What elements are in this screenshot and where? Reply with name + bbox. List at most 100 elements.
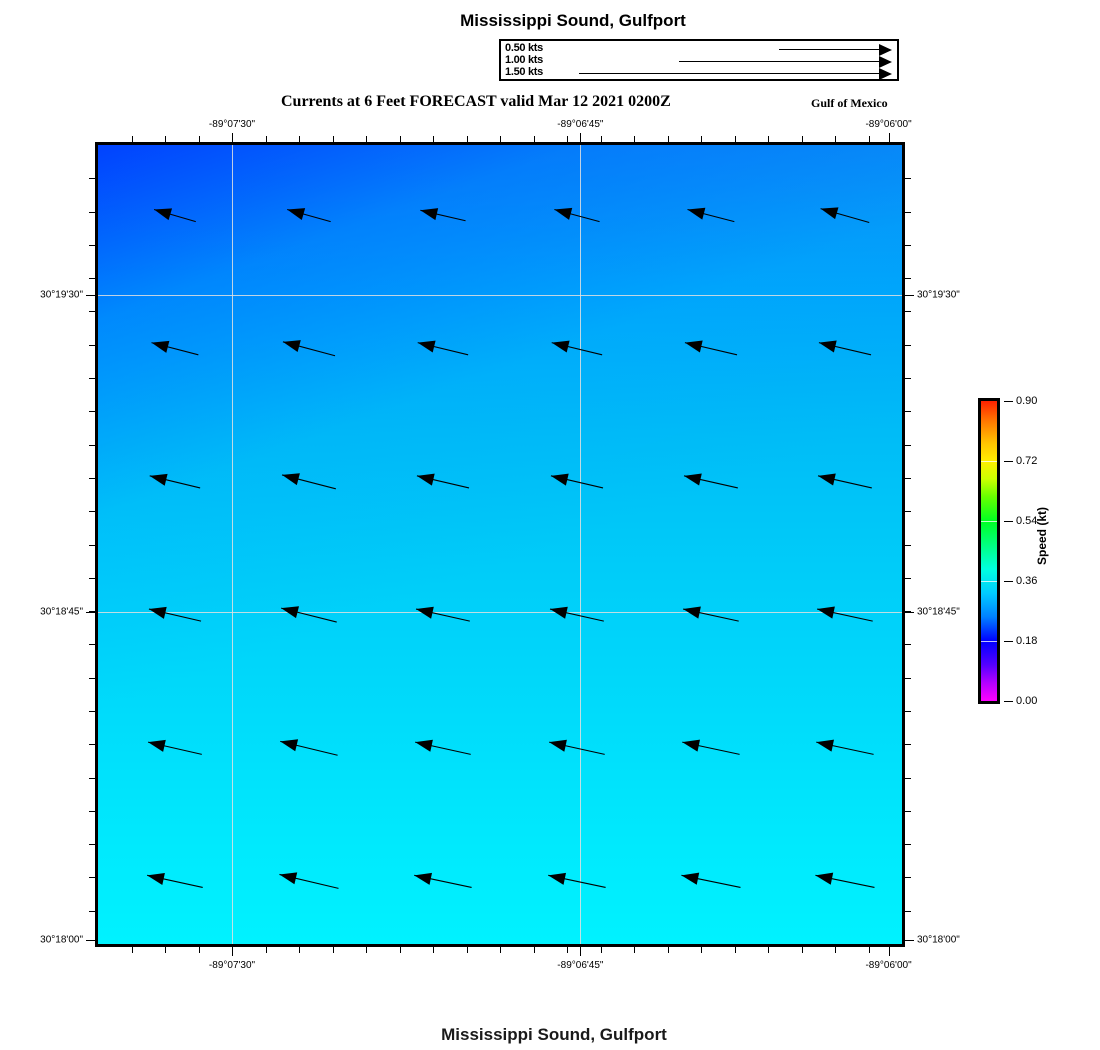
legend-arrow-tail <box>679 61 879 62</box>
tick-top-minor <box>533 136 535 142</box>
current-map[interactable] <box>95 142 905 947</box>
tick-left-minor <box>89 577 95 579</box>
tick-top-minor <box>366 136 367 142</box>
tick-left-minor <box>89 378 95 380</box>
tick-left-minor <box>89 278 95 280</box>
current-vector-arrow <box>420 208 466 222</box>
tick-right-minor <box>905 278 911 280</box>
tick-bottom-minor <box>265 947 267 953</box>
colorbar-tick-label: 0.18 <box>1016 635 1038 647</box>
tick-bottom-minor <box>868 947 870 953</box>
latitude-label-right: 30°18'45" <box>917 606 960 618</box>
current-vector-arrow <box>687 207 735 223</box>
colorbar-tick-line <box>981 461 997 462</box>
tick-left-minor <box>89 744 95 746</box>
tick-bottom-major <box>888 947 890 956</box>
legend-magnitude-label: 1.50 kts <box>505 66 543 78</box>
tick-top-minor <box>567 136 568 142</box>
tick-bottom-minor <box>500 947 501 953</box>
gridline-horizontal <box>98 612 902 613</box>
tick-bottom-minor <box>131 947 133 953</box>
gridline-vertical <box>580 145 581 944</box>
current-vector-arrow <box>280 606 337 623</box>
tick-right-minor <box>905 477 911 479</box>
tick-right-minor <box>905 710 911 712</box>
tick-top-minor <box>701 136 702 142</box>
current-vector-arrow <box>415 739 471 755</box>
current-vector-arrow <box>153 208 196 223</box>
tick-top-minor <box>634 136 635 142</box>
tick-right-minor <box>905 211 911 213</box>
current-vector-arrow <box>682 739 740 755</box>
colorbar-tick-label: 0.36 <box>1016 575 1038 587</box>
current-vector-arrow <box>684 340 738 356</box>
tick-bottom-minor <box>466 947 468 953</box>
legend-row: 1.00 kts <box>501 54 897 68</box>
colorbar-tick-label: 0.90 <box>1016 395 1038 407</box>
current-vector-arrow <box>414 872 472 888</box>
colorbar-tick-mark <box>1004 641 1013 642</box>
legend-arrow-head <box>879 44 892 56</box>
tick-right-minor <box>905 344 911 346</box>
tick-top-minor <box>131 136 133 142</box>
tick-bottom-minor <box>399 947 401 953</box>
tick-right-minor <box>905 744 911 746</box>
colorbar-tick-mark <box>1004 701 1013 702</box>
current-vector-arrow <box>815 872 875 888</box>
tick-bottom-minor <box>533 947 535 953</box>
tick-left-minor <box>89 411 95 413</box>
tick-top-minor <box>466 136 468 142</box>
tick-bottom-minor <box>634 947 635 953</box>
current-vector-arrow <box>681 872 741 888</box>
tick-left-minor <box>89 477 95 479</box>
current-vector-arrow <box>147 872 203 888</box>
tick-left-minor <box>89 244 95 246</box>
tick-top-minor <box>667 136 669 142</box>
tick-right-minor <box>905 577 911 579</box>
tick-right-minor <box>905 244 911 246</box>
tick-right-minor <box>905 544 911 546</box>
tick-right-minor <box>905 844 911 846</box>
tick-top-minor <box>433 136 434 142</box>
current-vector-arrow <box>549 606 604 622</box>
vector-scale-legend: 0.50 kts 1.00 kts 1.50 kts <box>499 39 899 81</box>
tick-right-minor <box>905 910 911 912</box>
tick-right-minor <box>905 178 911 180</box>
tick-left-minor <box>89 810 95 812</box>
footer-title: Mississippi Sound, Gulfport <box>441 1025 667 1044</box>
tick-right-minor <box>905 511 911 513</box>
current-vector-arrow <box>417 340 469 356</box>
current-vector-arrow <box>415 606 470 622</box>
current-vector-arrow <box>287 208 331 223</box>
tick-top-minor <box>768 136 769 142</box>
colorbar-tick-mark <box>1004 461 1013 462</box>
current-vector-arrow <box>683 606 739 622</box>
latitude-label-left: 30°18'45" <box>40 606 83 618</box>
tick-bottom-minor <box>299 947 300 953</box>
tick-left-minor <box>89 844 95 846</box>
current-vector-arrow <box>551 340 603 356</box>
tick-right-minor <box>905 777 911 779</box>
region-label: Gulf of Mexico <box>811 96 888 110</box>
tick-left-minor <box>89 710 95 712</box>
current-vector-arrow <box>281 473 336 490</box>
tick-right-minor <box>905 311 911 313</box>
tick-top-minor <box>734 136 736 142</box>
tick-right-minor <box>905 444 911 446</box>
tick-top-minor <box>198 136 200 142</box>
current-vector-field <box>147 207 875 889</box>
tick-right-minor <box>905 877 911 879</box>
tick-right-minor <box>905 611 911 613</box>
tick-top-minor <box>165 136 166 142</box>
tick-top-minor <box>868 136 870 142</box>
current-vector-arrow <box>280 739 338 756</box>
colorbar-tick-mark <box>1004 521 1013 522</box>
legend-arrow-tail <box>779 49 879 50</box>
current-vector-arrow <box>548 872 606 888</box>
current-vector-arrow <box>147 739 202 755</box>
tick-bottom-minor <box>835 947 836 953</box>
tick-bottom-major <box>232 947 234 956</box>
current-vector-arrow <box>416 473 470 489</box>
current-vector-arrow <box>549 739 605 755</box>
colorbar-tick-mark <box>1004 401 1013 402</box>
